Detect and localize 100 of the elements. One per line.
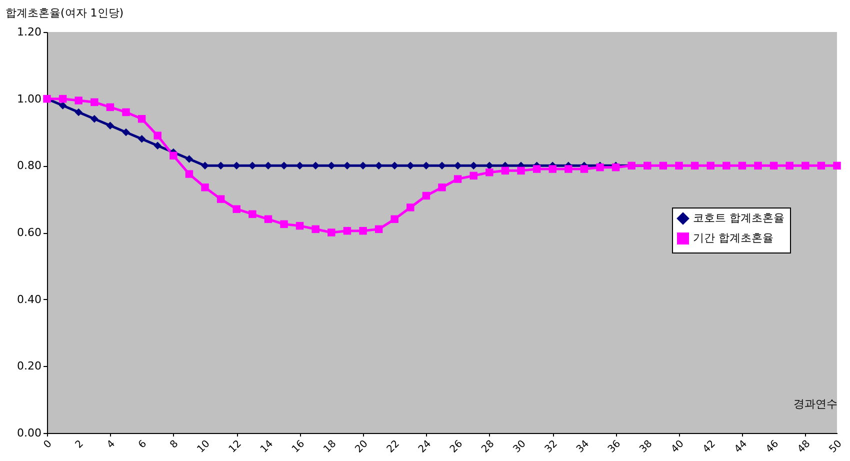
point (374, 225, 383, 234)
x-tick-label: 36 (606, 438, 624, 456)
point (154, 142, 162, 150)
x-tick-label: 30 (511, 438, 528, 456)
point (201, 184, 209, 192)
point (232, 205, 240, 213)
point (706, 162, 714, 170)
point (754, 162, 762, 170)
x-tick-label: 42 (701, 438, 718, 456)
point (548, 165, 556, 173)
point (501, 166, 510, 175)
point (264, 215, 272, 224)
x-tick-label: 2 (74, 438, 86, 451)
point (106, 103, 114, 112)
point (786, 162, 794, 170)
point (328, 162, 336, 170)
point (470, 162, 478, 170)
x-tick-label: 38 (638, 438, 655, 456)
point (248, 210, 256, 218)
point (580, 165, 588, 173)
x-tick-label: 8 (168, 438, 181, 451)
point (517, 166, 525, 175)
point (343, 226, 352, 235)
x-tick-label: 4 (105, 438, 118, 451)
x-tick-label: 16 (290, 438, 308, 456)
x-axis-title: 경과연수 (794, 398, 838, 410)
y-tick-label: 0.00 (17, 426, 42, 440)
point (154, 132, 162, 140)
point (248, 162, 256, 170)
point (106, 122, 114, 130)
point (185, 170, 194, 178)
point (232, 162, 240, 170)
x-tick-label: 28 (480, 438, 497, 456)
x-tick-label: 26 (448, 438, 466, 456)
point (359, 226, 367, 235)
x-tick-label: 22 (385, 438, 402, 456)
legend-label: 기간 합계초혼율 (693, 232, 774, 244)
point (58, 94, 67, 103)
x-tick-label: 20 (353, 438, 370, 456)
point (201, 162, 209, 170)
point (390, 162, 398, 170)
x-tick-label: 44 (732, 438, 750, 456)
point (312, 162, 320, 170)
point (216, 195, 225, 203)
x-tick-label: 10 (195, 438, 212, 456)
point (328, 228, 336, 236)
x-tick-label: 6 (136, 438, 150, 451)
point (532, 165, 541, 173)
point (675, 162, 683, 170)
point (770, 162, 778, 170)
point (359, 162, 367, 170)
point (185, 155, 194, 163)
point (170, 152, 178, 160)
x-tick-label: 46 (764, 438, 782, 456)
point (454, 175, 462, 183)
point (58, 102, 67, 110)
x-tick-label: 18 (322, 438, 339, 456)
point (564, 165, 572, 173)
point (296, 222, 304, 230)
y-tick-label: 1.20 (17, 26, 42, 38)
x-tick-label: 32 (543, 438, 560, 456)
x-tick-label: 24 (416, 438, 434, 456)
x-tick-label: 48 (796, 438, 813, 456)
point (422, 192, 430, 200)
point (90, 98, 98, 106)
point (138, 135, 146, 143)
point (406, 204, 414, 212)
point (122, 108, 130, 116)
x-tick-label: 50 (827, 438, 844, 456)
point (738, 162, 746, 170)
point (722, 162, 730, 170)
y-tick-label: 1.00 (17, 92, 42, 106)
point (470, 172, 478, 180)
point (817, 162, 826, 170)
y-axis-title: 합계초혼율(여자 1인당) (6, 6, 124, 20)
point (406, 162, 414, 170)
x-tick-label: 40 (669, 438, 686, 456)
point (122, 128, 130, 136)
point (486, 168, 494, 176)
point (138, 115, 146, 123)
point (438, 162, 446, 170)
x-tick-label: 34 (574, 438, 592, 456)
point (312, 225, 320, 234)
point (280, 220, 288, 228)
point (833, 162, 841, 170)
point (390, 215, 398, 224)
x-tick-label: 14 (258, 438, 276, 456)
point (280, 162, 288, 170)
point (802, 162, 810, 170)
y-tick-label: 0.20 (17, 360, 42, 373)
point (90, 115, 98, 123)
legend-label: 코호트 합계초혼율 (693, 212, 784, 224)
y-tick-label: 0.80 (17, 159, 42, 172)
point (690, 162, 699, 170)
y-tick-label: 0.60 (17, 226, 42, 239)
x-tick-label: 12 (227, 438, 244, 456)
y-tick-label: 0.40 (17, 292, 42, 306)
point (438, 184, 446, 192)
point (74, 96, 82, 104)
x-tick-label: 0 (42, 438, 54, 451)
